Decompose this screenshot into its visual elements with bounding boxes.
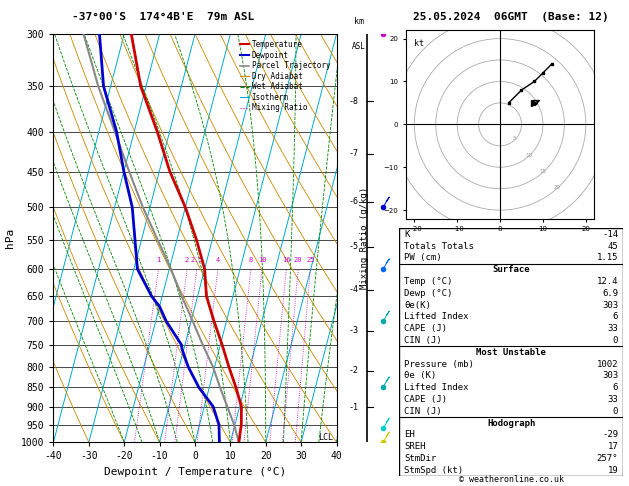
Text: -7: -7 (348, 149, 359, 158)
Text: 257°: 257° (597, 454, 618, 463)
Text: 10: 10 (525, 153, 532, 157)
Text: Lifted Index: Lifted Index (404, 383, 469, 392)
Text: θe(K): θe(K) (404, 301, 431, 310)
Text: -14: -14 (602, 230, 618, 239)
Text: 20: 20 (554, 185, 561, 190)
Text: 1: 1 (157, 258, 160, 263)
Text: -4: -4 (348, 285, 359, 295)
Text: 2.5: 2.5 (191, 258, 203, 263)
Text: 33: 33 (608, 395, 618, 404)
Text: CIN (J): CIN (J) (404, 407, 442, 416)
Text: 25: 25 (306, 258, 314, 263)
Text: 5: 5 (513, 137, 516, 141)
Text: -37°00'S  174°4B'E  79m ASL: -37°00'S 174°4B'E 79m ASL (72, 12, 255, 22)
Text: -8: -8 (348, 97, 359, 106)
Text: 10: 10 (258, 258, 266, 263)
Text: SREH: SREH (404, 442, 425, 451)
Text: Hodograph: Hodograph (487, 418, 535, 428)
Text: -1: -1 (348, 403, 359, 412)
Text: 15: 15 (540, 169, 547, 174)
Text: ASL: ASL (352, 42, 365, 51)
Text: -2: -2 (348, 366, 359, 375)
Text: -5: -5 (348, 243, 359, 251)
Text: -6: -6 (348, 197, 359, 206)
Text: StmDir: StmDir (404, 454, 436, 463)
Text: 16: 16 (282, 258, 291, 263)
Text: 19: 19 (608, 466, 618, 475)
Text: 17: 17 (608, 442, 618, 451)
Text: 33: 33 (608, 324, 618, 333)
Text: Mixing Ratio (g/kg): Mixing Ratio (g/kg) (360, 187, 369, 289)
Text: 0: 0 (613, 336, 618, 345)
Text: Most Unstable: Most Unstable (476, 348, 546, 357)
Text: 6.9: 6.9 (602, 289, 618, 298)
Text: 6: 6 (613, 312, 618, 321)
Text: -29: -29 (602, 431, 618, 439)
Text: K: K (404, 230, 409, 239)
Text: EH: EH (404, 431, 415, 439)
Text: θe (K): θe (K) (404, 371, 436, 381)
Text: 20: 20 (294, 258, 303, 263)
Legend: Temperature, Dewpoint, Parcel Trajectory, Dry Adiabat, Wet Adiabat, Isotherm, Mi: Temperature, Dewpoint, Parcel Trajectory… (237, 38, 333, 115)
Text: 25.05.2024  06GMT  (Base: 12): 25.05.2024 06GMT (Base: 12) (413, 12, 609, 22)
Text: © weatheronline.co.uk: © weatheronline.co.uk (459, 474, 564, 484)
Text: CAPE (J): CAPE (J) (404, 395, 447, 404)
Text: 45: 45 (608, 242, 618, 251)
Text: Totals Totals: Totals Totals (404, 242, 474, 251)
Text: Surface: Surface (493, 265, 530, 274)
Text: -3: -3 (348, 327, 359, 335)
Text: 8: 8 (249, 258, 253, 263)
Text: PW (cm): PW (cm) (404, 253, 442, 262)
Text: 0: 0 (613, 407, 618, 416)
Text: Dewp (°C): Dewp (°C) (404, 289, 452, 298)
Text: 1002: 1002 (597, 360, 618, 369)
Text: 303: 303 (602, 371, 618, 381)
Text: 2: 2 (185, 258, 189, 263)
Text: CAPE (J): CAPE (J) (404, 324, 447, 333)
Text: km: km (353, 17, 364, 26)
Y-axis label: hPa: hPa (6, 228, 15, 248)
Text: 6: 6 (613, 383, 618, 392)
Text: LCL: LCL (318, 433, 333, 441)
Text: 1.15: 1.15 (597, 253, 618, 262)
Text: StmSpd (kt): StmSpd (kt) (404, 466, 463, 475)
Text: 4: 4 (216, 258, 220, 263)
Text: Pressure (mb): Pressure (mb) (404, 360, 474, 369)
Text: Temp (°C): Temp (°C) (404, 277, 452, 286)
Text: 303: 303 (602, 301, 618, 310)
Text: kt: kt (415, 38, 425, 48)
Text: 12.4: 12.4 (597, 277, 618, 286)
Text: Lifted Index: Lifted Index (404, 312, 469, 321)
Text: CIN (J): CIN (J) (404, 336, 442, 345)
X-axis label: Dewpoint / Temperature (°C): Dewpoint / Temperature (°C) (104, 467, 286, 477)
